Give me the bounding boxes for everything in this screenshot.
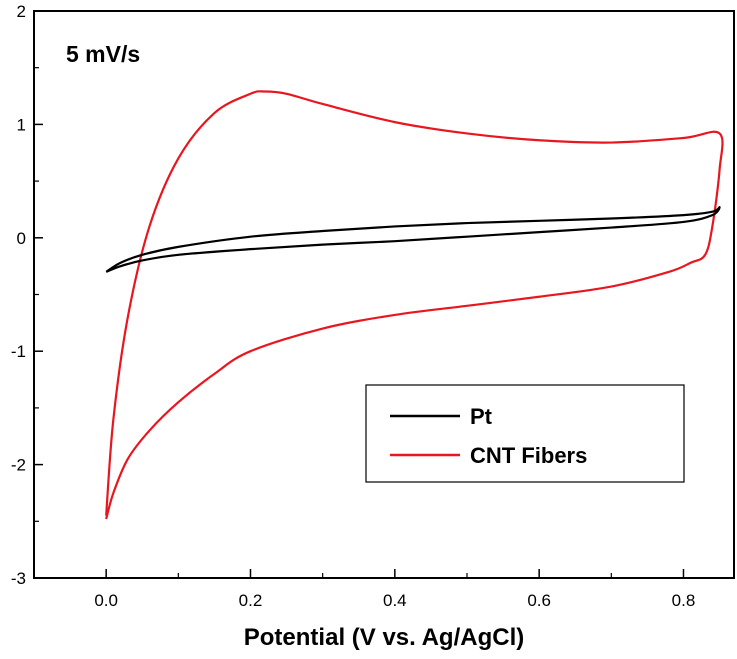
y-tick-label: -1 xyxy=(11,342,26,361)
plot-frame xyxy=(33,10,735,579)
series-layer xyxy=(105,90,724,520)
y-tick-label: -2 xyxy=(11,456,26,475)
x-tick-label: 0.4 xyxy=(383,591,407,610)
y-tick-label: 0 xyxy=(17,229,26,248)
x-axis-title: Potential (V vs. Ag/AgCl) xyxy=(244,624,524,651)
y-tick-label: 1 xyxy=(17,115,26,134)
rate-annotation: 5 mV/s xyxy=(66,41,140,67)
y-axis-ticks: -3 -2 -1 0 1 2 xyxy=(11,2,43,588)
legend-label-pt: Pt xyxy=(470,404,493,429)
legend-label-cnt: CNT Fibers xyxy=(470,443,587,468)
x-tick-label: 0.2 xyxy=(239,591,263,610)
legend-box xyxy=(365,384,685,483)
x-tick-label: 0.0 xyxy=(94,591,118,610)
legend: Pt CNT Fibers xyxy=(365,384,685,483)
series-line-cnt-fibers xyxy=(105,90,724,520)
x-tick-label: 0.6 xyxy=(527,591,551,610)
y-tick-label: -3 xyxy=(11,569,26,588)
x-tick-label: 0.8 xyxy=(672,591,696,610)
y-tick-label: 2 xyxy=(17,2,26,21)
x-axis-ticks: 0.0 0.2 0.4 0.6 0.8 xyxy=(33,569,696,610)
series-line-pt xyxy=(105,206,721,273)
